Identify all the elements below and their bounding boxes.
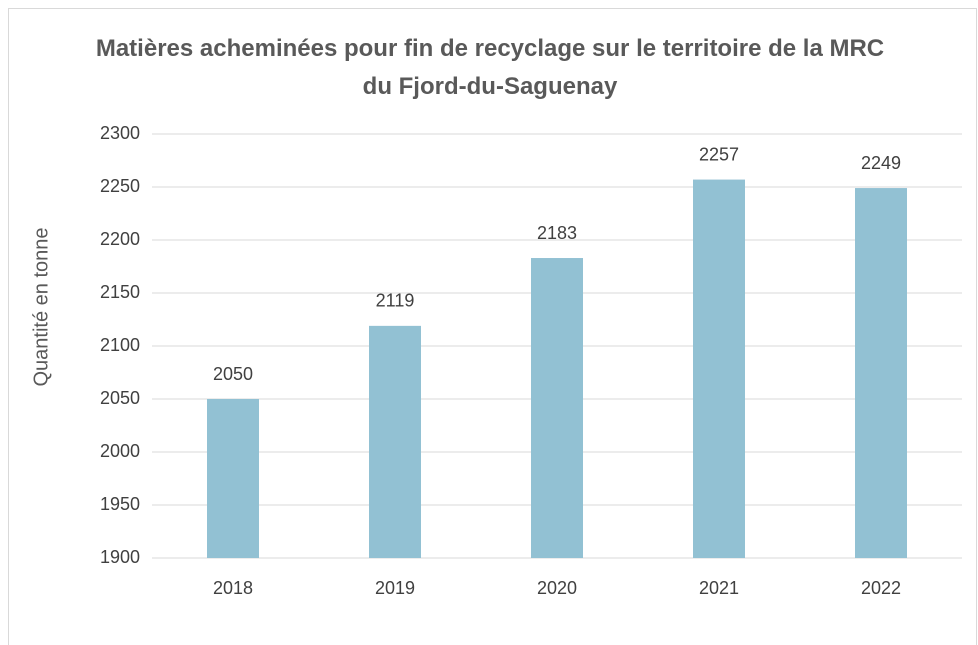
data-label: 2050	[213, 364, 253, 384]
chart-title: Matières acheminées pour fin de recyclag…	[95, 35, 885, 100]
bar	[369, 325, 421, 558]
y-tick-label: 1900	[100, 547, 140, 567]
x-tick-label: 2020	[537, 578, 577, 598]
y-tick-label: 2200	[100, 229, 140, 249]
y-tick-label: 1950	[100, 494, 140, 514]
bar	[855, 188, 907, 558]
y-tick-label: 2150	[100, 282, 140, 302]
y-tick-label: 2000	[100, 441, 140, 461]
y-tick-label: 2100	[100, 335, 140, 355]
bar	[693, 179, 745, 558]
chart-border	[8, 8, 977, 645]
x-tick-label: 2018	[213, 578, 253, 598]
y-tick-label: 2250	[100, 176, 140, 196]
data-label: 2249	[861, 153, 901, 173]
x-tick-label: 2022	[861, 578, 901, 598]
y-tick-label: 2300	[100, 123, 140, 143]
x-tick-label: 2019	[375, 578, 415, 598]
y-tick-label: 2050	[100, 388, 140, 408]
bar	[531, 258, 583, 558]
bar	[207, 399, 259, 558]
data-label: 2257	[699, 144, 739, 164]
y-axis-label: Quantité en tonne	[30, 227, 52, 386]
x-tick-label: 2021	[699, 578, 739, 598]
data-label: 2183	[537, 223, 577, 243]
data-label: 2119	[376, 291, 415, 311]
